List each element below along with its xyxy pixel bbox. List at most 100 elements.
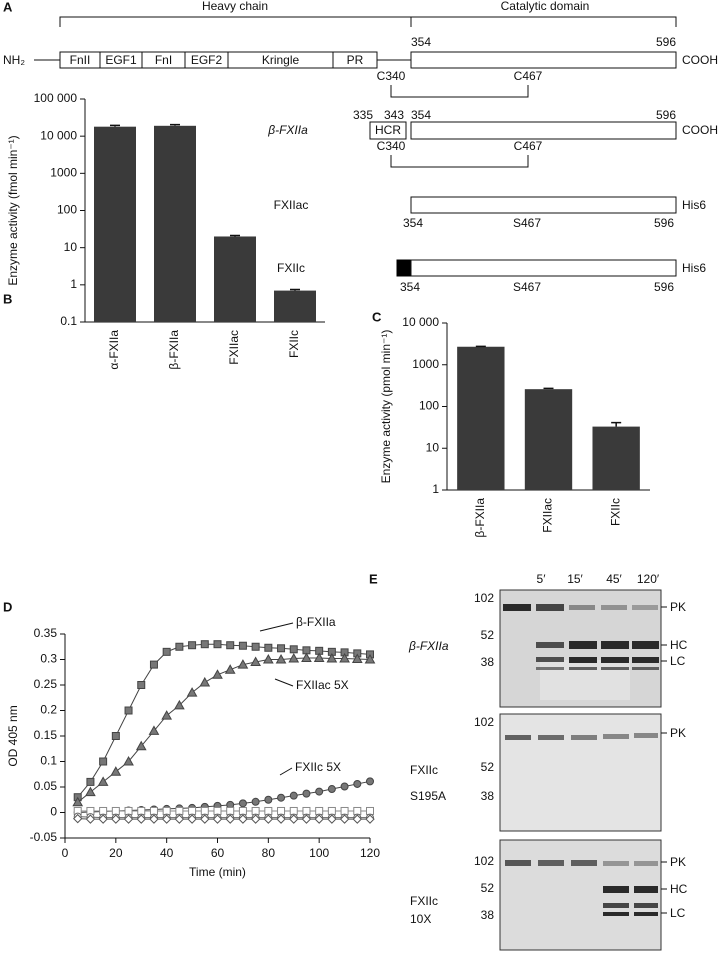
bar	[214, 236, 256, 322]
bar	[94, 126, 136, 322]
residue-label: 354	[411, 35, 431, 49]
residue-label: 596	[656, 108, 676, 122]
marker	[353, 779, 362, 788]
domain-label: FnI	[155, 53, 172, 67]
marker	[161, 710, 173, 720]
time-label: 5′	[537, 572, 547, 586]
y-tick-label: 0.3	[40, 652, 57, 666]
marker	[162, 806, 171, 815]
terminus-label: NH₂	[3, 53, 25, 67]
band	[603, 861, 629, 866]
marker	[250, 814, 261, 824]
residue-label: S467	[513, 216, 541, 230]
terminus-label: His6	[682, 261, 706, 275]
marker	[149, 660, 158, 669]
marker	[301, 814, 312, 824]
gel	[499, 713, 662, 832]
x-tick-label: 0	[62, 846, 69, 860]
marker	[200, 814, 210, 824]
marker	[188, 806, 197, 815]
cysteine-label: C467	[514, 69, 543, 83]
y-tick-label: 1	[432, 482, 439, 496]
band-leader	[661, 861, 667, 914]
band-label: HC	[670, 638, 688, 652]
bar	[154, 125, 196, 322]
marker	[302, 789, 311, 798]
y-tick-label: 0.2	[40, 703, 57, 717]
marker	[162, 647, 171, 656]
marker	[111, 806, 120, 815]
marker	[262, 653, 274, 664]
domain-label: HCR	[375, 123, 401, 137]
hcr-box	[369, 121, 407, 140]
band-label: HC	[670, 882, 688, 896]
marker	[226, 641, 235, 650]
marker	[275, 653, 287, 664]
marker	[276, 814, 286, 824]
band	[538, 735, 564, 740]
marker	[212, 814, 223, 824]
band	[634, 861, 658, 866]
bar	[274, 290, 316, 322]
x-tick-label: 100	[309, 846, 329, 860]
x-tick-label: 60	[211, 846, 225, 860]
x-tick-label: FXIIc	[287, 330, 301, 358]
marker	[251, 642, 260, 651]
band	[601, 641, 629, 649]
marker	[72, 796, 84, 807]
marker	[124, 806, 133, 815]
time-label: 120′	[637, 572, 660, 586]
cysteine-label: C467	[514, 139, 543, 153]
gel	[499, 839, 662, 951]
y-tick-label: 1	[70, 277, 77, 291]
marker-label: 52	[481, 881, 495, 895]
catalytic-domain	[410, 121, 677, 140]
series-line	[77, 643, 371, 798]
marker	[238, 641, 247, 650]
marker	[111, 814, 121, 824]
y-tick-label: 0.1	[40, 754, 57, 768]
cysteine-label: C340	[377, 69, 406, 83]
marker	[315, 806, 324, 815]
residue-label: 343	[384, 108, 404, 122]
band-label: LC	[670, 654, 686, 668]
marker	[123, 814, 134, 824]
band	[601, 667, 629, 670]
band-label: PK	[670, 855, 686, 869]
gel-panel	[499, 713, 662, 832]
marker	[213, 640, 222, 649]
error-bar	[290, 288, 300, 291]
marker	[238, 799, 247, 808]
disulfide-bond	[390, 85, 529, 98]
marker-label: 38	[481, 908, 495, 922]
band	[634, 903, 658, 908]
marker	[149, 814, 159, 824]
time-label: 45′	[606, 572, 622, 586]
marker	[135, 740, 147, 751]
marker	[199, 676, 211, 687]
marker-label: 38	[481, 789, 495, 803]
band	[503, 604, 531, 611]
marker	[97, 776, 109, 786]
marker	[251, 806, 260, 815]
series-line	[77, 816, 370, 819]
marker	[264, 795, 273, 804]
marker	[315, 787, 324, 796]
x-tick-label: 120	[360, 846, 380, 860]
band	[536, 657, 564, 662]
x-tick-label: FXIIac	[541, 498, 555, 533]
band	[632, 641, 659, 649]
x-tick-label: 40	[160, 846, 174, 860]
terminus-label: His6	[682, 198, 706, 212]
marker	[289, 806, 298, 815]
disulfide-bond	[390, 155, 529, 168]
band	[571, 860, 597, 866]
error-bar	[170, 123, 180, 126]
gel-panel	[499, 839, 662, 951]
band	[536, 642, 564, 648]
cysteine-label: C340	[377, 139, 406, 153]
marker	[186, 687, 198, 697]
marker	[226, 806, 235, 815]
y-tick-label: 10	[64, 240, 78, 254]
marker	[99, 806, 108, 815]
